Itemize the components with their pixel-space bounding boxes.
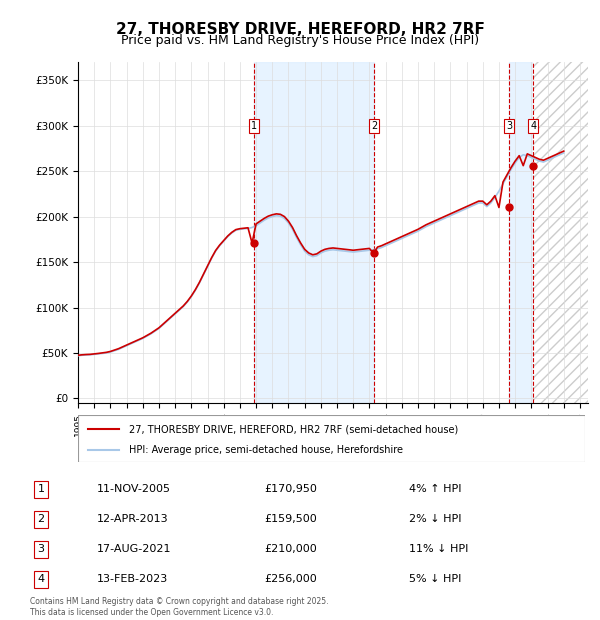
Text: 4% ↑ HPI: 4% ↑ HPI (409, 484, 462, 494)
Text: £159,500: £159,500 (265, 514, 317, 525)
Text: 12-APR-2013: 12-APR-2013 (97, 514, 169, 525)
Text: 3: 3 (38, 544, 44, 554)
Text: 13-FEB-2023: 13-FEB-2023 (97, 574, 168, 584)
Text: 11-NOV-2005: 11-NOV-2005 (97, 484, 171, 494)
Text: 27, THORESBY DRIVE, HEREFORD, HR2 7RF (semi-detached house): 27, THORESBY DRIVE, HEREFORD, HR2 7RF (s… (128, 424, 458, 435)
Bar (509, 62, 533, 403)
Text: 1: 1 (38, 484, 44, 494)
Text: Contains HM Land Registry data © Crown copyright and database right 2025.
This d: Contains HM Land Registry data © Crown c… (30, 598, 329, 617)
Text: 1: 1 (251, 121, 257, 131)
Text: 11% ↓ HPI: 11% ↓ HPI (409, 544, 469, 554)
Bar (533, 62, 588, 403)
Bar (533, 62, 588, 403)
Text: 3: 3 (506, 121, 512, 131)
Text: £170,950: £170,950 (265, 484, 317, 494)
Text: 4: 4 (38, 574, 45, 584)
Text: 2: 2 (371, 121, 377, 131)
Text: 2: 2 (38, 514, 45, 525)
Text: 5% ↓ HPI: 5% ↓ HPI (409, 574, 462, 584)
Text: 4: 4 (530, 121, 536, 131)
Bar (254, 62, 374, 403)
Text: £256,000: £256,000 (265, 574, 317, 584)
Text: Price paid vs. HM Land Registry's House Price Index (HPI): Price paid vs. HM Land Registry's House … (121, 34, 479, 47)
Text: 2% ↓ HPI: 2% ↓ HPI (409, 514, 462, 525)
Text: 17-AUG-2021: 17-AUG-2021 (97, 544, 172, 554)
Text: 27, THORESBY DRIVE, HEREFORD, HR2 7RF: 27, THORESBY DRIVE, HEREFORD, HR2 7RF (116, 22, 484, 37)
Text: HPI: Average price, semi-detached house, Herefordshire: HPI: Average price, semi-detached house,… (128, 445, 403, 455)
Text: £210,000: £210,000 (265, 544, 317, 554)
